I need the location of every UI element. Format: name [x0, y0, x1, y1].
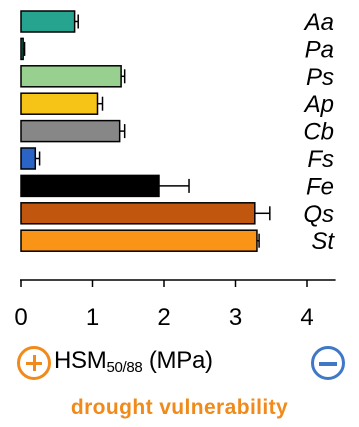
bar-fs [20, 147, 37, 170]
plus-circle-icon [17, 346, 51, 380]
bar-st [20, 229, 258, 252]
category-label-ps: Ps [306, 64, 334, 91]
category-label-fe: Fe [306, 173, 334, 200]
bar-qs [20, 202, 256, 225]
drought-vulnerability-label: drought vulnerability [70, 396, 289, 419]
x-tick-label-1: 1 [86, 304, 99, 331]
bar-aa [20, 10, 76, 33]
category-label-fs: Fs [307, 146, 334, 173]
bar-ap [20, 92, 99, 115]
category-label-qs: Qs [303, 201, 334, 228]
error-bars-group [23, 14, 271, 248]
category-label-pa: Pa [305, 36, 334, 63]
minus-circle-icon [311, 346, 345, 380]
x-axis-title: HSM50/88 (MPa) [0, 342, 359, 386]
x-ticks-group: 0 1 2 3 4 [14, 280, 314, 331]
bar-fe [20, 174, 160, 198]
bar-ps [20, 65, 122, 88]
x-tick-label-3: 3 [229, 304, 242, 331]
category-label-ap: Ap [303, 91, 334, 118]
x-tick-label-2: 2 [157, 304, 170, 331]
x-axis-label: HSM50/88 (MPa) [54, 347, 213, 376]
bar-cb [20, 119, 121, 143]
x-tick-label-0: 0 [14, 304, 27, 331]
category-label-cb: Cb [303, 119, 334, 146]
x-tick-label-4: 4 [300, 304, 313, 331]
bar-pa [20, 37, 24, 61]
bars-group [20, 10, 258, 252]
category-label-aa: Aa [303, 9, 334, 36]
category-label-st: St [311, 228, 335, 255]
